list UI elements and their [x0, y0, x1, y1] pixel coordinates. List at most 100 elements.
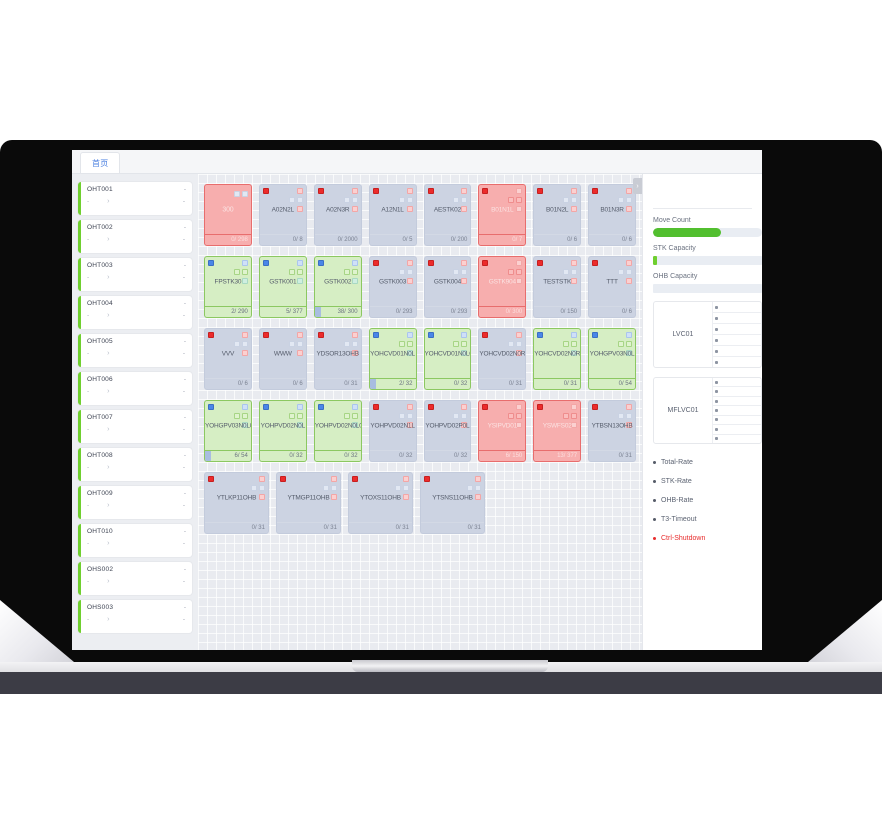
- tab-home[interactable]: 首页: [80, 152, 121, 173]
- sidebar-item-ohs003[interactable]: OHS003 - - › -: [78, 600, 192, 633]
- capacity-count: 0/ 200: [450, 237, 468, 243]
- sidebar-item-oht005[interactable]: OHT005 - - › -: [78, 334, 192, 367]
- card-action-badges: [296, 260, 303, 266]
- equipment-card[interactable]: YTMGP11OHB 0/ 31: [276, 472, 341, 534]
- sidebar-item-status: -: [183, 604, 186, 611]
- equipment-card[interactable]: YOHGPV03N0L 0/ 54: [588, 328, 636, 390]
- equipment-card[interactable]: YOHPVD02N0L00 0/ 32: [313, 400, 362, 462]
- equipment-card[interactable]: YSIPVD01 6/ 150: [478, 400, 527, 462]
- card-footer: 0/ 7: [479, 234, 526, 245]
- equipment-card[interactable]: YOHPVD02N1L 0/ 32: [368, 400, 417, 462]
- card-badge-row-bottom: [428, 422, 468, 428]
- port-badge: [343, 197, 350, 203]
- left-sidebar[interactable]: OHT001 - - › - OHT002 - - › - OHT003 - - › - OHT004 - - › -…: [72, 174, 198, 650]
- stk-capacity-block: STK Capacity: [653, 245, 762, 265]
- sidebar-item-oht010[interactable]: OHT010 - - › -: [78, 524, 192, 557]
- equipment-card[interactable]: TESTSTK 0/ 150: [533, 256, 582, 318]
- alarm-badge: [482, 332, 489, 338]
- chevron-right-icon[interactable]: ›: [107, 312, 110, 319]
- equipment-card[interactable]: YOHGPV03N0L00 6/ 54: [204, 400, 252, 462]
- equipment-card[interactable]: A12N1L 0/ 5: [368, 184, 417, 246]
- chevron-right-icon[interactable]: ›: [107, 350, 110, 357]
- equipment-card[interactable]: YOHCVD01N0L 2/ 32: [368, 328, 417, 390]
- card-badge-row-top: [372, 404, 413, 410]
- equipment-name: YTOXS11OHB: [360, 494, 401, 501]
- equipment-card[interactable]: A02N3R 0/ 2000: [313, 184, 362, 246]
- equipment-card[interactable]: AESTK02 0/ 200: [423, 184, 472, 246]
- sidebar-item-oht009[interactable]: OHT009 - - › -: [78, 486, 192, 519]
- card-action-badges: [571, 332, 578, 338]
- legend-item[interactable]: Total-Rate: [653, 453, 762, 472]
- equipment-card[interactable]: WWW 0/ 6: [258, 328, 307, 390]
- equipment-card[interactable]: VVV 0/ 6: [204, 328, 252, 390]
- equipment-card[interactable]: FPSTK30 2/ 290: [204, 256, 252, 318]
- equipment-card[interactable]: GSTK003 0/ 293: [368, 256, 417, 318]
- legend-item[interactable]: Ctrl-Shutdown: [653, 529, 762, 548]
- equipment-card[interactable]: TTT 0/ 6: [588, 256, 636, 318]
- chevron-right-icon[interactable]: ›: [107, 540, 110, 547]
- chevron-right-icon[interactable]: ›: [107, 388, 110, 395]
- collapse-panel-handle[interactable]: ›: [633, 178, 642, 194]
- unit-row: [712, 433, 761, 443]
- card-footer: 0/ 6: [259, 378, 306, 389]
- equipment-card[interactable]: YTOXS11OHB 0/ 31: [348, 472, 413, 534]
- card-badge-row-bottom: [373, 422, 413, 428]
- equipment-card[interactable]: GSTK004 0/ 293: [423, 256, 472, 318]
- chevron-right-icon[interactable]: ›: [107, 616, 110, 623]
- equipment-card[interactable]: YOHCVD02N0R00 0/ 31: [533, 328, 582, 390]
- card-badge-row-top: [208, 332, 248, 338]
- sidebar-item-oht006[interactable]: OHT006 - - › -: [78, 372, 192, 405]
- card-footer: 0/ 300: [479, 306, 526, 317]
- action-badge: [516, 404, 523, 410]
- equipment-card[interactable]: A02N2L 0/ 8: [258, 184, 307, 246]
- legend-item[interactable]: STK-Rate: [653, 472, 762, 491]
- row-dot-icon: [715, 327, 718, 331]
- card-alarm-badges: [427, 260, 434, 266]
- card-badge-row-mid: [373, 197, 413, 203]
- unit-card[interactable]: LVC01: [653, 301, 762, 368]
- equipment-card[interactable]: YSWFS02 13/ 377: [533, 400, 582, 462]
- chevron-right-icon[interactable]: ›: [107, 426, 110, 433]
- sidebar-item-ohs002[interactable]: OHS002 - - › -: [78, 562, 192, 595]
- equipment-card[interactable]: B01N1L 0/ 7: [478, 184, 527, 246]
- equipment-card[interactable]: GSTK002 38/ 300: [313, 256, 362, 318]
- equipment-card[interactable]: YTLKP11OHB 0/ 31: [204, 472, 269, 534]
- equipment-card[interactable]: YOHCVD02N0R 0/ 31: [478, 328, 527, 390]
- sidebar-item-oht001[interactable]: OHT001 - - › -: [78, 182, 192, 215]
- equipment-card[interactable]: 300 0/ 298: [204, 184, 252, 246]
- chevron-right-icon[interactable]: ›: [107, 502, 110, 509]
- equipment-card[interactable]: B01N2L 0/ 6: [533, 184, 582, 246]
- equipment-card[interactable]: GSTK001 5/ 377: [258, 256, 307, 318]
- capacity-count: 0/ 150: [560, 309, 578, 315]
- equipment-card[interactable]: GSTK904 0/ 300: [478, 256, 527, 318]
- sidebar-item-oht002[interactable]: OHT002 - - › -: [78, 220, 192, 253]
- card-badge-row-mid: [373, 413, 413, 419]
- equipment-card[interactable]: YOHPVD02N0L 0/ 32: [258, 400, 307, 462]
- chevron-right-icon[interactable]: ›: [107, 198, 110, 205]
- sidebar-item-sub: -: [87, 274, 90, 281]
- equipment-card[interactable]: YOHCVD01N0L00 0/ 32: [423, 328, 472, 390]
- card-action-badges: [626, 404, 632, 410]
- legend-item[interactable]: OHB-Rate: [653, 491, 762, 510]
- sidebar-item-oht008[interactable]: OHT008 - - › -: [78, 448, 192, 481]
- chevron-right-icon[interactable]: ›: [107, 578, 110, 585]
- chevron-right-icon[interactable]: ›: [107, 236, 110, 243]
- sidebar-item-oht004[interactable]: OHT004 - - › -: [78, 296, 192, 329]
- card-badge-row-top: [537, 188, 578, 194]
- legend-item[interactable]: T3-Timeout: [653, 510, 762, 529]
- equipment-card[interactable]: YTSNS11OHB 0/ 31: [420, 472, 485, 534]
- equipment-card[interactable]: B01N3R 0/ 6: [588, 184, 636, 246]
- equipment-card[interactable]: YDSOR13OHB 0/ 31: [313, 328, 362, 390]
- equipment-card[interactable]: YOHPVD02P0L 0/ 32: [423, 400, 472, 462]
- chevron-right-icon[interactable]: ›: [107, 274, 110, 281]
- unit-card[interactable]: MFLVC01: [653, 377, 762, 444]
- alarm-badge: [317, 260, 324, 266]
- port-badge: [406, 269, 413, 275]
- sidebar-item-oht007[interactable]: OHT007 - - › -: [78, 410, 192, 443]
- port-badge: [461, 269, 468, 275]
- equipment-card[interactable]: YTBSN13OHB 0/ 31: [588, 400, 636, 462]
- card-body: GSTK002: [315, 257, 361, 306]
- capacity-count: 0/ 6: [621, 309, 632, 315]
- chevron-right-icon[interactable]: ›: [107, 464, 110, 471]
- sidebar-item-oht003[interactable]: OHT003 - - › -: [78, 258, 192, 291]
